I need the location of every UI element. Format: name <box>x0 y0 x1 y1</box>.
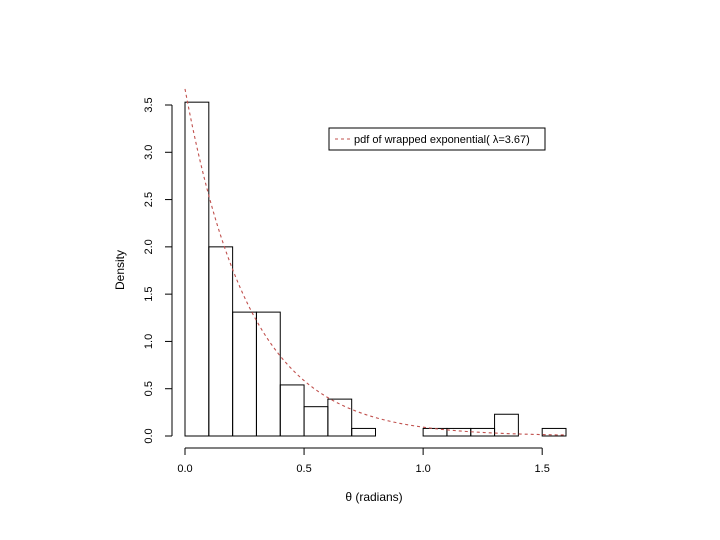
histogram-bar <box>327 398 353 437</box>
histogram-bar <box>351 427 376 437</box>
y-tick-label: 3.5 <box>143 97 155 112</box>
histogram-bars <box>184 101 567 437</box>
y-tick-label: 2.0 <box>143 239 155 254</box>
x-tick-label: 1.5 <box>535 463 550 475</box>
histogram-bar <box>446 427 472 437</box>
y-tick-label: 1.5 <box>143 286 155 301</box>
y-axis: 0.0 0.5 1.0 1.5 2.0 2.5 3.0 3.5 <box>143 97 173 444</box>
histogram-bar <box>494 413 519 437</box>
x-tick-label: 0.5 <box>296 463 311 475</box>
pdf-curve <box>184 88 567 436</box>
histogram-bar <box>541 427 567 437</box>
histogram-bar <box>255 311 281 437</box>
x-tick-label: 1.0 <box>415 463 430 475</box>
histogram-bar <box>208 246 234 437</box>
histogram-bar <box>303 406 329 437</box>
y-tick-label: 0.0 <box>143 428 155 443</box>
y-tick-label: 0.5 <box>143 381 155 396</box>
legend-label: pdf of wrapped exponential( λ=3.67) <box>354 134 530 146</box>
x-tick-label: 0.0 <box>177 463 192 475</box>
histogram-bar <box>232 311 257 437</box>
legend: pdf of wrapped exponential( λ=3.67) <box>328 127 546 151</box>
y-axis-title: Density <box>113 250 127 290</box>
legend-box <box>328 127 546 151</box>
x-axis: 0.0 0.5 1.0 1.5 <box>177 447 550 475</box>
histogram-bar <box>279 384 305 437</box>
histogram-bar <box>470 427 496 437</box>
y-tick-label: 1.0 <box>143 334 155 349</box>
x-axis-title: θ (radians) <box>345 490 402 504</box>
histogram-bar <box>184 101 210 437</box>
y-tick-label: 3.0 <box>143 145 155 160</box>
y-tick-label: 2.5 <box>143 192 155 207</box>
